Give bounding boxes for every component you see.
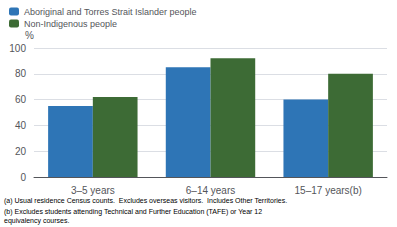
svg-text:(b) Excludes students attendin: (b) Excludes students attending Technica… — [4, 208, 262, 216]
svg-text:100: 100 — [9, 43, 26, 54]
svg-text:equivalency courses.: equivalency courses. — [4, 217, 69, 225]
svg-text:3–5 years: 3–5 years — [71, 185, 115, 196]
svg-text:20: 20 — [15, 146, 27, 157]
svg-text:15–17 years(b): 15–17 years(b) — [295, 185, 362, 196]
svg-text:60: 60 — [15, 94, 27, 105]
svg-text:0: 0 — [20, 172, 26, 183]
svg-text:Non-Indigenous people: Non-Indigenous people — [24, 19, 117, 29]
svg-text:Aboriginal and Torres Strait I: Aboriginal and Torres Strait Islander pe… — [24, 7, 196, 17]
svg-text:%: % — [25, 30, 34, 41]
svg-text:80: 80 — [15, 68, 27, 79]
svg-text:6–14 years: 6–14 years — [186, 185, 235, 196]
svg-text:(a) Usual residence Census cou: (a) Usual residence Census counts. Exclu… — [4, 197, 287, 205]
svg-text:40: 40 — [15, 120, 27, 131]
